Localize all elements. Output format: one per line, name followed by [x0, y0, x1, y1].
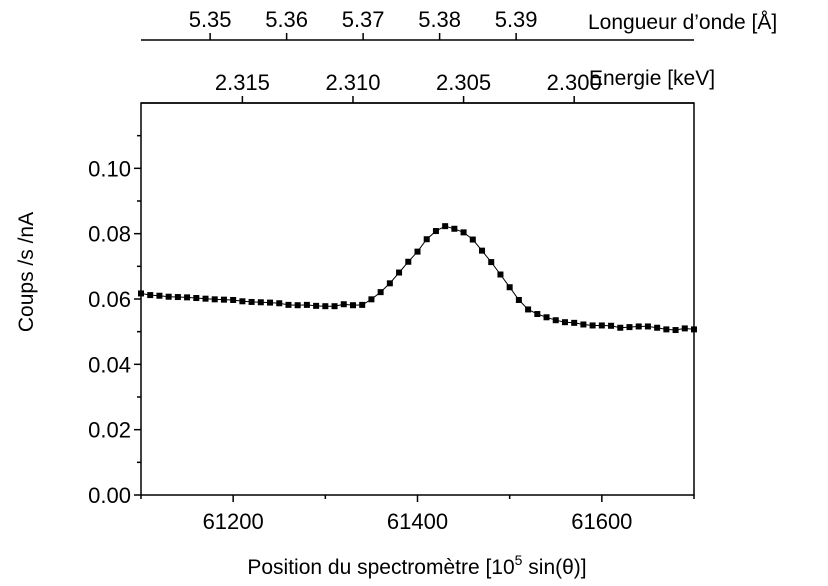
data-point	[147, 292, 154, 299]
data-point	[580, 321, 587, 328]
secondary-tick-label: 2.305	[436, 70, 491, 95]
data-point	[193, 295, 200, 302]
data-point	[672, 327, 679, 334]
data-point	[525, 306, 532, 313]
data-point	[248, 298, 255, 305]
data-point	[571, 319, 578, 326]
series-line	[140, 225, 695, 331]
data-point	[488, 259, 495, 266]
x-tick-label: 61600	[571, 509, 632, 534]
data-point	[635, 323, 642, 330]
data-point	[497, 271, 504, 278]
data-point	[174, 294, 181, 301]
y-tick-label: 0.08	[88, 222, 131, 247]
secondary-tick-label: 5.36	[265, 7, 308, 32]
data-point	[414, 248, 421, 255]
data-point	[506, 284, 513, 291]
data-point	[617, 324, 624, 331]
data-point	[691, 326, 697, 333]
data-point	[276, 300, 283, 307]
data-point	[331, 303, 338, 310]
data-point	[368, 296, 375, 303]
data-point	[534, 311, 541, 318]
data-point	[663, 326, 670, 333]
data-point	[405, 258, 412, 265]
axis-ticks	[134, 33, 695, 502]
data-point	[257, 299, 264, 306]
x-tick-label: 61400	[387, 509, 448, 534]
data-point	[165, 293, 172, 300]
data-point	[552, 317, 559, 324]
data-point	[515, 296, 522, 303]
secondary-tick-label: 5.38	[418, 7, 461, 32]
secondary-tick-label: 5.35	[189, 7, 232, 32]
x-tick-label: 61200	[203, 509, 264, 534]
data-point	[681, 325, 688, 332]
data-point	[359, 301, 366, 308]
secondary-tick-label: 2.300	[547, 70, 602, 95]
energy-axis-title: Energie [keV]	[589, 67, 715, 90]
data-point	[626, 324, 633, 331]
secondary-tick-label: 5.39	[495, 7, 538, 32]
data-point	[469, 236, 476, 243]
data-point	[349, 302, 356, 309]
data-point	[451, 225, 458, 232]
data-point	[202, 295, 209, 302]
data-point	[239, 298, 246, 305]
data-point	[340, 301, 347, 308]
data-point	[294, 302, 301, 309]
data-point	[589, 322, 596, 329]
data-point	[644, 323, 651, 330]
data-point	[230, 296, 237, 303]
data-point	[396, 269, 403, 276]
data-point	[267, 299, 274, 306]
data-point	[432, 228, 439, 235]
y-tick-label: 0.00	[88, 483, 131, 508]
axis-tick-labels: 61200 61400 61600 0.00 0.02 0.04 0.06 0.08 0.10 5…	[88, 7, 632, 534]
secondary-tick-label: 2.310	[325, 70, 380, 95]
y-axis-title: Coups /s /nA	[15, 212, 38, 332]
y-tick-label: 0.06	[88, 287, 131, 312]
data-point	[460, 229, 467, 236]
data-point	[654, 324, 661, 331]
data-point	[561, 319, 568, 326]
data-point	[608, 322, 615, 329]
data-point	[377, 289, 384, 296]
data-point	[479, 247, 486, 254]
data-point	[442, 223, 449, 230]
data-point	[386, 280, 393, 287]
data-point	[184, 294, 191, 301]
data-point	[285, 301, 292, 308]
data-point	[313, 302, 320, 309]
data-point	[211, 296, 218, 303]
y-tick-label: 0.04	[88, 352, 131, 377]
data-point	[156, 292, 163, 299]
data-point	[423, 236, 430, 243]
secondary-tick-label: 2.315	[215, 70, 270, 95]
data-point	[138, 290, 144, 297]
data-point	[598, 322, 605, 329]
series-markers	[138, 223, 697, 334]
data-point	[322, 303, 329, 310]
data-point	[303, 301, 310, 308]
y-tick-label: 0.02	[88, 418, 131, 443]
secondary-tick-label: 5.37	[342, 7, 385, 32]
wavelength-axis-title: Longueur d’onde [Å]	[588, 11, 777, 34]
x-axis-title: Position du spectromètre [105 sin(θ)]	[247, 552, 586, 579]
y-tick-label: 0.10	[88, 156, 131, 181]
data-point	[543, 314, 550, 321]
data-point	[220, 296, 227, 303]
